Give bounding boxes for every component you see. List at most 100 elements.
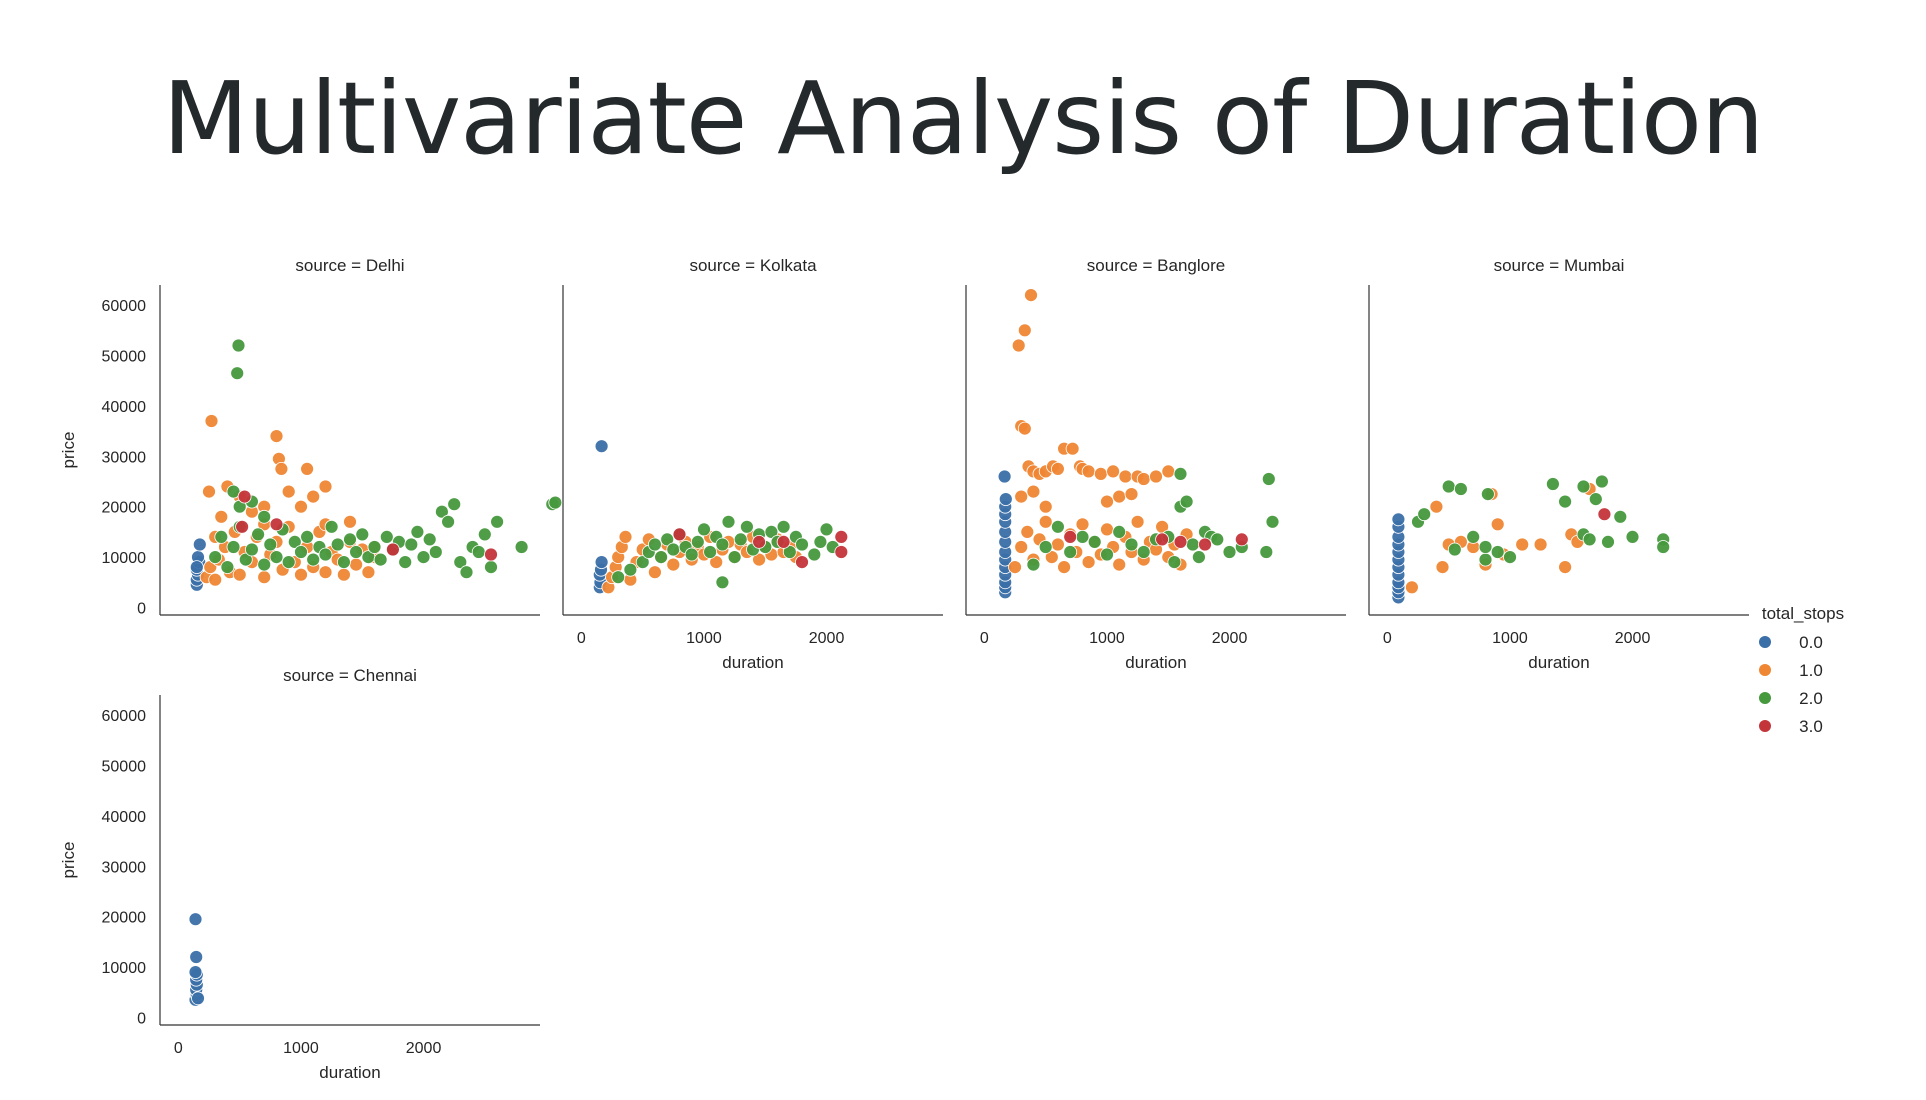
data-point bbox=[1065, 441, 1080, 456]
data-point bbox=[349, 557, 364, 572]
data-point bbox=[1087, 535, 1102, 549]
data-point bbox=[269, 517, 284, 532]
data-point bbox=[1533, 537, 1548, 552]
data-point bbox=[1051, 519, 1065, 534]
data-point bbox=[189, 560, 204, 574]
data-point bbox=[410, 525, 425, 539]
data-point bbox=[1490, 517, 1505, 532]
data-point bbox=[1124, 537, 1139, 552]
legend-marker bbox=[1759, 636, 1771, 648]
data-point bbox=[1026, 557, 1041, 572]
data-point bbox=[666, 557, 681, 572]
data-point bbox=[1075, 517, 1090, 532]
data-point bbox=[237, 489, 252, 504]
data-point bbox=[1576, 479, 1591, 494]
data-point bbox=[300, 530, 315, 544]
data-point bbox=[1014, 489, 1029, 504]
data-point bbox=[192, 537, 207, 552]
data-point bbox=[1011, 338, 1026, 353]
data-point bbox=[188, 912, 203, 927]
data-point bbox=[484, 547, 498, 562]
data-point bbox=[1038, 514, 1053, 529]
legend-label: 1.0 bbox=[1799, 661, 1823, 680]
data-point bbox=[1582, 532, 1597, 547]
data-point bbox=[300, 461, 315, 476]
x-axis-label: duration bbox=[1125, 653, 1186, 672]
data-point bbox=[422, 532, 437, 547]
data-point bbox=[1112, 525, 1127, 539]
y-tick-label: 30000 bbox=[102, 449, 147, 466]
y-axis-label: price bbox=[59, 842, 78, 879]
legend-title: total_stops bbox=[1762, 604, 1844, 623]
data-point bbox=[1259, 545, 1274, 559]
data-point bbox=[1185, 537, 1200, 552]
data-point bbox=[281, 484, 296, 499]
x-tick-label: 0 bbox=[980, 630, 989, 647]
data-point bbox=[208, 572, 223, 587]
data-point bbox=[1020, 525, 1035, 539]
data-point bbox=[318, 565, 333, 580]
y-tick-label: 50000 bbox=[102, 349, 147, 366]
data-point bbox=[343, 532, 357, 547]
data-point bbox=[447, 497, 462, 512]
data-point bbox=[232, 567, 247, 582]
data-point bbox=[660, 532, 675, 547]
data-point bbox=[1192, 550, 1206, 564]
data-point bbox=[294, 499, 308, 514]
data-point bbox=[1558, 494, 1572, 509]
data-point bbox=[1051, 461, 1065, 476]
data-point bbox=[1057, 560, 1071, 574]
data-point bbox=[294, 545, 308, 559]
data-point bbox=[434, 504, 449, 519]
data-point bbox=[514, 540, 529, 554]
data-point bbox=[623, 562, 638, 577]
y-tick-label: 20000 bbox=[102, 500, 147, 517]
data-point bbox=[635, 555, 650, 569]
data-point bbox=[471, 545, 486, 559]
data-point bbox=[191, 991, 205, 1006]
data-point bbox=[715, 575, 730, 590]
data-point bbox=[231, 338, 246, 353]
data-point bbox=[1179, 494, 1194, 509]
data-point bbox=[776, 519, 791, 534]
data-point bbox=[998, 492, 1013, 507]
data-point bbox=[1017, 421, 1032, 436]
data-point bbox=[611, 570, 626, 585]
y-tick-label: 20000 bbox=[102, 910, 147, 927]
data-point bbox=[740, 519, 754, 534]
x-tick-label: 2000 bbox=[1615, 630, 1651, 647]
data-point bbox=[752, 552, 766, 567]
data-point bbox=[1454, 482, 1468, 496]
data-point bbox=[189, 950, 204, 964]
data-point bbox=[1124, 487, 1139, 502]
data-point bbox=[1435, 560, 1450, 574]
data-point bbox=[727, 550, 742, 564]
data-point bbox=[208, 550, 223, 564]
data-point bbox=[188, 965, 203, 979]
data-point bbox=[1546, 477, 1560, 491]
y-tick-label: 40000 bbox=[102, 809, 147, 826]
data-point bbox=[1026, 484, 1041, 499]
data-point bbox=[1222, 545, 1237, 559]
data-point bbox=[684, 547, 699, 562]
data-point bbox=[204, 414, 219, 428]
y-tick-label: 60000 bbox=[102, 708, 147, 725]
y-tick-label: 30000 bbox=[102, 859, 147, 876]
data-point bbox=[1173, 466, 1188, 481]
data-point bbox=[361, 565, 376, 580]
data-point bbox=[1466, 530, 1481, 544]
data-point bbox=[1075, 530, 1090, 544]
data-point bbox=[1405, 580, 1419, 595]
legend-label: 2.0 bbox=[1799, 689, 1823, 708]
data-point bbox=[813, 535, 828, 549]
data-point bbox=[257, 509, 272, 524]
data-point bbox=[807, 547, 822, 562]
data-point bbox=[1167, 555, 1182, 569]
data-point bbox=[1130, 514, 1145, 529]
data-point bbox=[703, 545, 717, 559]
data-point bbox=[404, 537, 419, 552]
data-point bbox=[263, 537, 278, 552]
data-point bbox=[1044, 550, 1059, 564]
data-point bbox=[795, 555, 809, 569]
